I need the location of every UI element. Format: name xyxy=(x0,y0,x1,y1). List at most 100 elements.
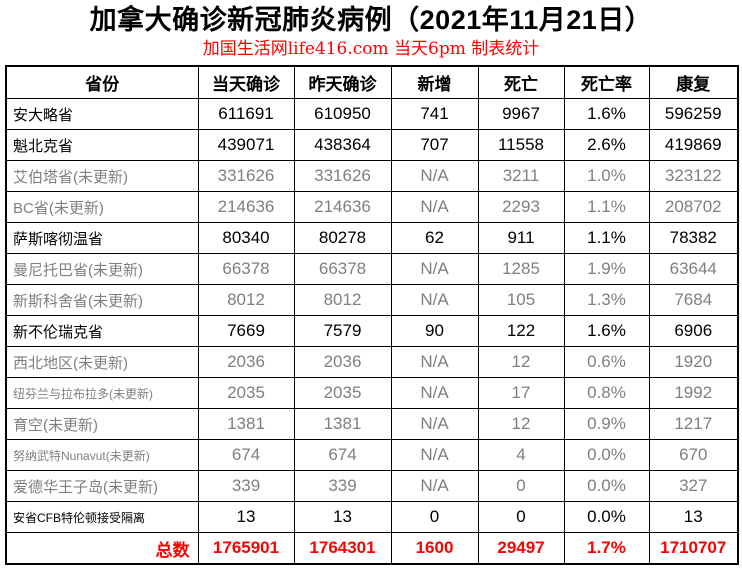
cell-recovered: 670 xyxy=(648,439,739,471)
cell-today: 80340 xyxy=(197,222,295,254)
cell-today: 214636 xyxy=(197,191,295,223)
cell-province: 安省CFB特伦顿接受隔离 xyxy=(5,501,199,533)
column-header-6: 康复 xyxy=(648,65,739,99)
cell-yesterday: 610950 xyxy=(293,98,392,130)
cell-recovered: 419869 xyxy=(648,129,739,161)
page-subtitle: 加国生活网life416.com 当天6pm 制表统计 xyxy=(202,39,540,59)
cell-recovered: 1992 xyxy=(648,377,739,409)
cell-deaths: 4 xyxy=(477,439,565,471)
cell-recovered: 327 xyxy=(648,470,739,502)
cell-deaths: 17 xyxy=(477,377,565,409)
cell-recovered: 1710707 xyxy=(648,532,739,565)
cell-deaths: 105 xyxy=(477,284,565,316)
cell-deaths: 12 xyxy=(477,408,565,440)
cell-province: 西北地区(未更新) xyxy=(5,346,199,378)
cell-new_cases: N/A xyxy=(390,160,479,192)
cell-recovered: 63644 xyxy=(648,253,739,285)
cell-deaths: 0 xyxy=(477,470,565,502)
cell-recovered: 78382 xyxy=(648,222,739,254)
cell-new_cases: N/A xyxy=(390,408,479,440)
column-header-0: 省份 xyxy=(5,65,199,99)
cell-new_cases: N/A xyxy=(390,253,479,285)
cell-death_rate: 0.9% xyxy=(563,408,650,440)
cell-death_rate: 2.6% xyxy=(563,129,650,161)
cell-today: 2035 xyxy=(197,377,295,409)
table-row: 艾伯塔省(未更新) 331626 331626 N/A 3211 1.0% 323122 xyxy=(5,160,739,192)
cell-yesterday: 438364 xyxy=(293,129,392,161)
cell-deaths: 29497 xyxy=(477,532,565,565)
cell-death_rate: 0.0% xyxy=(563,439,650,471)
cell-recovered: 13 xyxy=(648,501,739,533)
cell-death_rate: 1.1% xyxy=(563,222,650,254)
table-row: 育空(未更新) 1381 1381 N/A 12 0.9% 1217 xyxy=(5,408,739,440)
table-row: 纽芬兰与拉布拉多(未更新) 2035 2035 N/A 17 0.8% 1992 xyxy=(5,377,739,409)
table-row: 西北地区(未更新) 2036 2036 N/A 12 0.6% 1920 xyxy=(5,346,739,378)
cell-label: 总数 xyxy=(5,532,199,565)
cell-recovered: 6906 xyxy=(648,315,739,347)
table-row: 曼尼托巴省(未更新) 66378 66378 N/A 1285 1.9% 63644 xyxy=(5,253,739,285)
cell-deaths: 1285 xyxy=(477,253,565,285)
cell-death_rate: 0.8% xyxy=(563,377,650,409)
cell-yesterday: 8012 xyxy=(293,284,392,316)
cell-death_rate: 0.0% xyxy=(563,501,650,533)
table-header-row: 省份 当天确诊 昨天确诊 新增 死亡 死亡率 康复 xyxy=(5,65,739,99)
cell-province: 育空(未更新) xyxy=(5,408,199,440)
cell-death_rate: 1.6% xyxy=(563,315,650,347)
cell-new_cases: N/A xyxy=(390,346,479,378)
cell-new_cases: N/A xyxy=(390,377,479,409)
table-header: 省份 当天确诊 昨天确诊 新增 死亡 死亡率 康复 xyxy=(5,65,739,99)
cell-deaths: 2293 xyxy=(477,191,565,223)
cell-recovered: 7684 xyxy=(648,284,739,316)
cell-new_cases: 1600 xyxy=(390,532,479,565)
cell-today: 439071 xyxy=(197,129,295,161)
covid-stats-table: 省份 当天确诊 昨天确诊 新增 死亡 死亡率 康复 安大略省 611691 610950 741 9… xyxy=(5,65,739,565)
cell-yesterday: 1381 xyxy=(293,408,392,440)
cell-death_rate: 1.7% xyxy=(563,532,650,565)
total-row: 总数 1765901 1764301 1600 29497 1.7% 1710707 xyxy=(5,532,739,565)
cell-yesterday: 13 xyxy=(293,501,392,533)
cell-yesterday: 7579 xyxy=(293,315,392,347)
cell-recovered: 1217 xyxy=(648,408,739,440)
cell-death_rate: 1.9% xyxy=(563,253,650,285)
cell-new_cases: N/A xyxy=(390,439,479,471)
cell-province: BC省(未更新) xyxy=(5,191,199,223)
cell-province: 安大略省 xyxy=(5,98,199,130)
cell-death_rate: 1.1% xyxy=(563,191,650,223)
cell-yesterday: 214636 xyxy=(293,191,392,223)
page-title: 加拿大确诊新冠肺炎病例（2021年11月21日） xyxy=(89,5,653,35)
cell-death_rate: 0.6% xyxy=(563,346,650,378)
cell-province: 新不伦瑞克省 xyxy=(5,315,199,347)
cell-death_rate: 1.0% xyxy=(563,160,650,192)
cell-recovered: 596259 xyxy=(648,98,739,130)
cell-new_cases: 0 xyxy=(390,501,479,533)
cell-new_cases: 90 xyxy=(390,315,479,347)
cell-today: 2036 xyxy=(197,346,295,378)
cell-yesterday: 66378 xyxy=(293,253,392,285)
cell-yesterday: 80278 xyxy=(293,222,392,254)
cell-new_cases: N/A xyxy=(390,470,479,502)
cell-recovered: 1920 xyxy=(648,346,739,378)
cell-province: 萨斯喀彻温省 xyxy=(5,222,199,254)
cell-deaths: 12 xyxy=(477,346,565,378)
cell-province: 努纳武特Nunavut(未更新) xyxy=(5,439,199,471)
table-row: 魁北克省 439071 438364 707 11558 2.6% 419869 xyxy=(5,129,739,161)
column-header-2: 昨天确诊 xyxy=(293,65,392,99)
cell-today: 8012 xyxy=(197,284,295,316)
cell-today: 674 xyxy=(197,439,295,471)
cell-province: 曼尼托巴省(未更新) xyxy=(5,253,199,285)
cell-death_rate: 1.6% xyxy=(563,98,650,130)
cell-province: 魁北克省 xyxy=(5,129,199,161)
cell-yesterday: 2035 xyxy=(293,377,392,409)
column-header-1: 当天确诊 xyxy=(197,65,295,99)
table-row: 努纳武特Nunavut(未更新) 674 674 N/A 4 0.0% 670 xyxy=(5,439,739,471)
cell-today: 13 xyxy=(197,501,295,533)
cell-province: 爱德华王子岛(未更新) xyxy=(5,470,199,502)
cell-new_cases: N/A xyxy=(390,191,479,223)
cell-death_rate: 0.0% xyxy=(563,470,650,502)
cell-yesterday: 674 xyxy=(293,439,392,471)
column-header-5: 死亡率 xyxy=(563,65,650,99)
table-row: 爱德华王子岛(未更新) 339 339 N/A 0 0.0% 327 xyxy=(5,470,739,502)
cell-province: 新斯科舍省(未更新) xyxy=(5,284,199,316)
cell-today: 66378 xyxy=(197,253,295,285)
